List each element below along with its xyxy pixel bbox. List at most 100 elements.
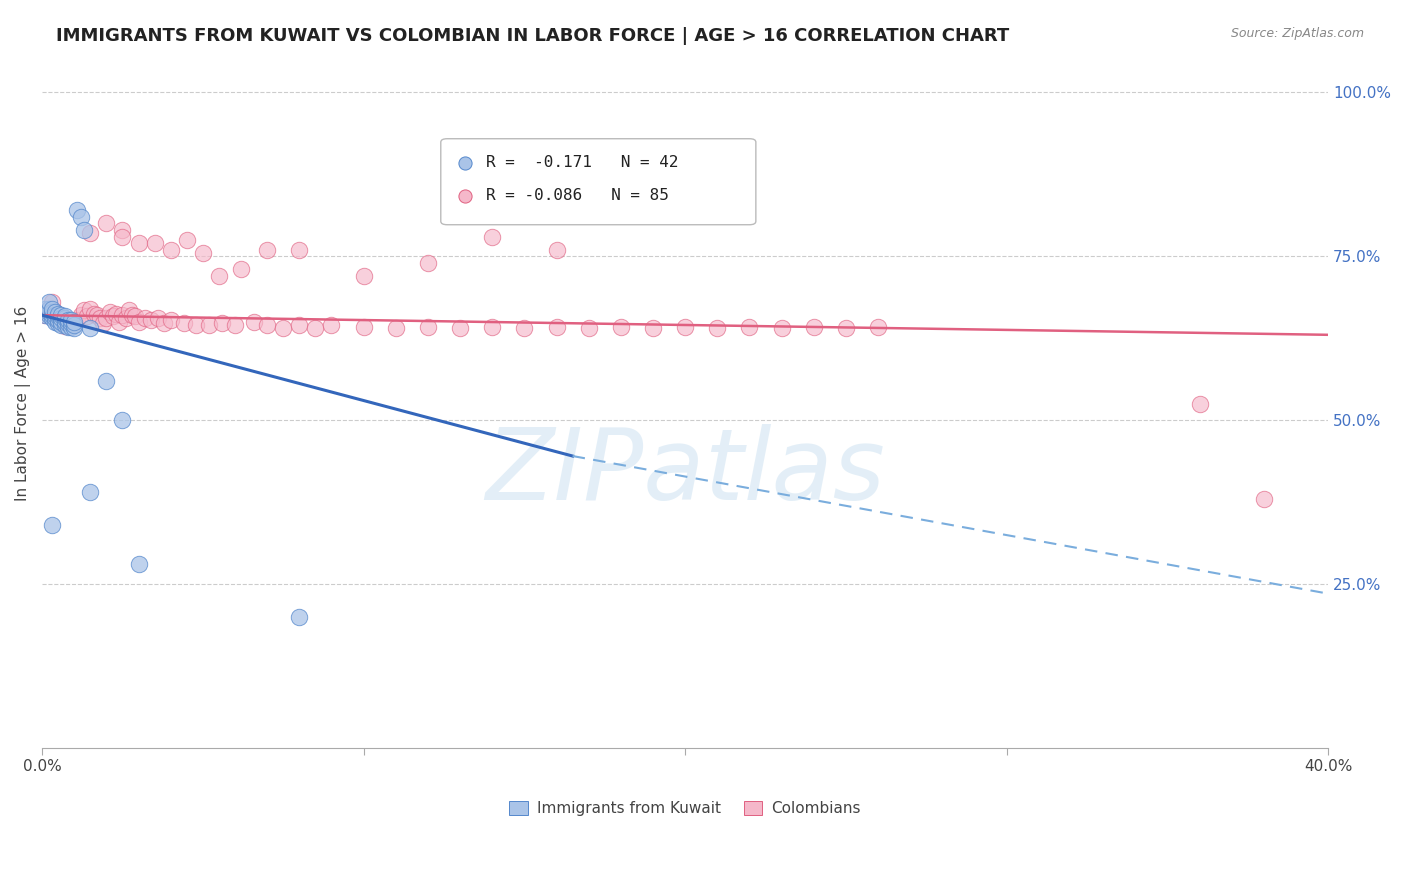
Point [1088, 215, 1111, 229]
Y-axis label: In Labor Force | Age > 16: In Labor Force | Age > 16 [15, 306, 31, 501]
Point [44, 305, 66, 319]
Point [66, 203, 89, 218]
Point [128, 315, 150, 329]
Point [41, 517, 63, 532]
Point [211, 316, 233, 330]
Point [38, 295, 60, 310]
Point [288, 318, 311, 332]
Point [803, 320, 825, 334]
Point [271, 321, 294, 335]
Point [141, 313, 163, 327]
Point [69, 210, 91, 224]
Point [449, 170, 471, 185]
Point [51, 316, 73, 330]
Point [738, 320, 761, 334]
Point [114, 311, 136, 326]
Point [546, 243, 568, 257]
Point [46, 310, 69, 324]
Point [44, 315, 66, 329]
Point [118, 302, 141, 317]
Legend: Immigrants from Kuwait, Colombians: Immigrants from Kuwait, Colombians [503, 796, 868, 822]
Point [91, 316, 114, 330]
Point [79, 485, 101, 500]
Text: R = -0.086   N = 85: R = -0.086 N = 85 [486, 188, 669, 203]
Point [481, 320, 503, 334]
FancyBboxPatch shape [440, 139, 756, 225]
Point [416, 320, 439, 334]
Point [66, 313, 89, 327]
Point [1253, 491, 1275, 506]
Point [53, 310, 76, 324]
Point [121, 308, 143, 322]
Point [111, 413, 134, 427]
Point [353, 320, 375, 334]
Point [53, 318, 76, 332]
Point [38, 308, 60, 322]
Point [224, 318, 246, 332]
Point [41, 311, 63, 326]
Point [60, 312, 83, 326]
Point [124, 310, 146, 324]
Point [69, 308, 91, 322]
Point [96, 216, 118, 230]
Point [63, 318, 86, 332]
Point [34, 301, 56, 316]
Point [866, 320, 889, 334]
Point [51, 318, 73, 332]
Point [449, 321, 471, 335]
Text: ZIPatlas: ZIPatlas [485, 424, 884, 521]
Point [159, 313, 181, 327]
Point [96, 374, 118, 388]
Point [63, 316, 86, 330]
Point [578, 321, 600, 335]
Point [546, 320, 568, 334]
Point [105, 307, 128, 321]
Point [176, 233, 198, 247]
Point [53, 319, 76, 334]
Point [128, 557, 150, 571]
Point [256, 243, 278, 257]
Point [198, 318, 221, 332]
Point [641, 321, 664, 335]
Point [53, 311, 76, 326]
Point [384, 321, 406, 335]
Point [56, 316, 79, 330]
Point [231, 262, 253, 277]
Point [513, 321, 536, 335]
Point [304, 321, 326, 335]
Text: Source: ZipAtlas.com: Source: ZipAtlas.com [1230, 27, 1364, 40]
Point [46, 311, 69, 326]
Point [46, 307, 69, 321]
Point [288, 609, 311, 624]
Point [96, 311, 118, 326]
Point [208, 268, 231, 283]
Point [610, 320, 633, 334]
Point [79, 321, 101, 335]
Point [191, 246, 214, 260]
Point [111, 308, 134, 322]
Point [41, 308, 63, 322]
Point [98, 305, 121, 319]
Point [41, 295, 63, 310]
Point [706, 321, 728, 335]
Point [41, 301, 63, 316]
Point [593, 154, 616, 169]
Point [38, 301, 60, 316]
Point [56, 320, 79, 334]
Point [288, 243, 311, 257]
Point [44, 311, 66, 326]
Point [353, 268, 375, 283]
Point [56, 315, 79, 329]
Point [86, 308, 108, 322]
Point [243, 315, 266, 329]
Point [44, 305, 66, 319]
Point [73, 302, 96, 317]
Point [146, 311, 169, 326]
Point [38, 305, 60, 319]
Point [186, 318, 208, 332]
Point [79, 226, 101, 240]
Point [159, 243, 181, 257]
Point [1188, 396, 1211, 410]
Point [56, 312, 79, 326]
Point [835, 321, 858, 335]
